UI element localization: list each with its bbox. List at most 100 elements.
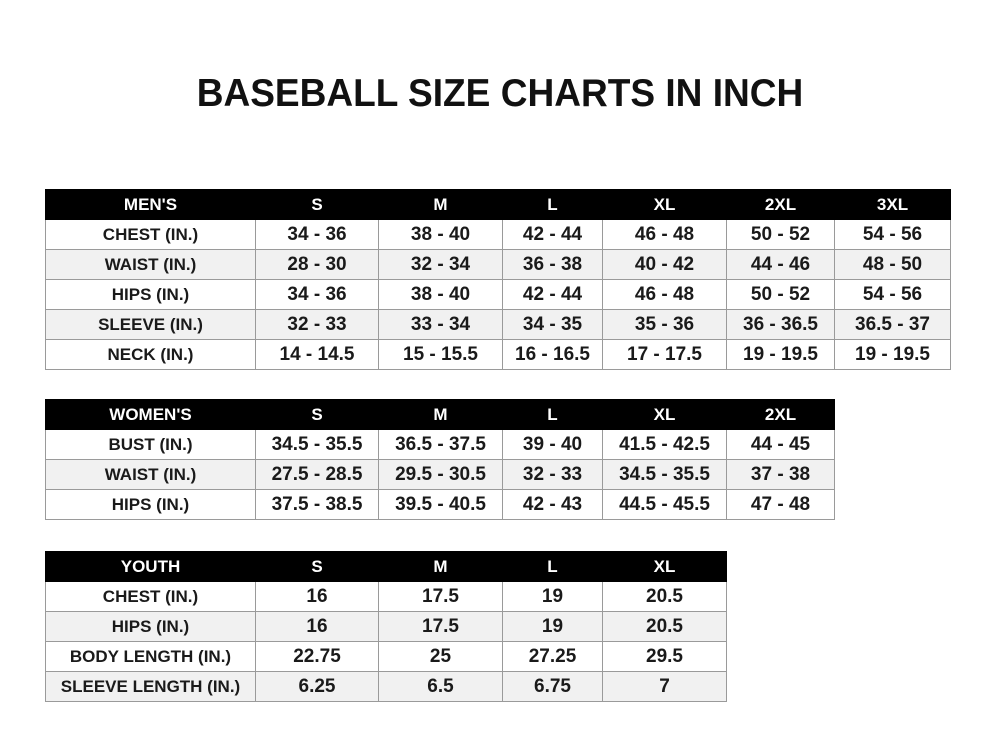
table-header-row: WOMEN'S S M L XL 2XL bbox=[45, 399, 835, 430]
measurement-label: HIPS (IN.) bbox=[45, 279, 256, 310]
measurement-value: 29.5 bbox=[602, 641, 727, 672]
size-column-header: 3XL bbox=[834, 189, 951, 220]
measurement-value: 6.25 bbox=[255, 671, 379, 702]
measurement-label: HIPS (IN.) bbox=[45, 611, 256, 642]
category-header: MEN'S bbox=[45, 189, 256, 220]
measurement-label: NECK (IN.) bbox=[45, 339, 256, 370]
size-column-header: M bbox=[378, 189, 503, 220]
table-row: NECK (IN.) 14 - 14.5 15 - 15.5 16 - 16.5 17 … bbox=[45, 339, 951, 370]
measurement-value: 33 - 34 bbox=[378, 309, 503, 340]
measurement-value: 50 - 52 bbox=[726, 219, 835, 250]
measurement-value: 48 - 50 bbox=[834, 249, 951, 280]
measurement-label: BUST (IN.) bbox=[45, 429, 256, 460]
size-column-header: 2XL bbox=[726, 189, 835, 220]
table-row: SLEEVE (IN.) 32 - 33 33 - 34 34 - 35 35 - 36… bbox=[45, 309, 951, 340]
page-title: BASEBALL SIZE CHARTS IN INCH bbox=[196, 72, 804, 115]
measurement-value: 47 - 48 bbox=[726, 489, 835, 520]
measurement-value: 34.5 - 35.5 bbox=[602, 459, 727, 490]
measurement-value: 39 - 40 bbox=[502, 429, 603, 460]
measurement-value: 16 bbox=[255, 611, 379, 642]
measurement-value: 38 - 40 bbox=[378, 279, 503, 310]
table-row: CHEST (IN.) 16 17.5 19 20.5 bbox=[45, 581, 727, 612]
measurement-value: 20.5 bbox=[602, 611, 727, 642]
measurement-value: 14 - 14.5 bbox=[255, 339, 379, 370]
table-row: HIPS (IN.) 34 - 36 38 - 40 42 - 44 46 - 48 50… bbox=[45, 279, 951, 310]
measurement-value: 37 - 38 bbox=[726, 459, 835, 490]
measurement-value: 54 - 56 bbox=[834, 279, 951, 310]
measurement-value: 19 - 19.5 bbox=[726, 339, 835, 370]
measurement-value: 27.25 bbox=[502, 641, 603, 672]
measurement-value: 32 - 34 bbox=[378, 249, 503, 280]
measurement-value: 17 - 17.5 bbox=[602, 339, 727, 370]
measurement-value: 38 - 40 bbox=[378, 219, 503, 250]
measurement-value: 42 - 43 bbox=[502, 489, 603, 520]
table-row: BODY LENGTH (IN.) 22.75 25 27.25 29.5 bbox=[45, 641, 727, 672]
table-row: WAIST (IN.) 27.5 - 28.5 29.5 - 30.5 32 - 33… bbox=[45, 459, 835, 490]
measurement-value: 6.5 bbox=[378, 671, 503, 702]
measurement-value: 19 bbox=[502, 611, 603, 642]
measurement-value: 22.75 bbox=[255, 641, 379, 672]
mens-size-table: MEN'S S M L XL 2XL 3XL CHEST (IN.) 34 - 36 38 - 4… bbox=[45, 189, 951, 370]
measurement-value: 46 - 48 bbox=[602, 279, 727, 310]
measurement-value: 50 - 52 bbox=[726, 279, 835, 310]
measurement-value: 44 - 46 bbox=[726, 249, 835, 280]
table-header-row: YOUTH S M L XL bbox=[45, 551, 727, 582]
measurement-value: 34 - 36 bbox=[255, 219, 379, 250]
measurement-value: 28 - 30 bbox=[255, 249, 379, 280]
measurement-value: 17.5 bbox=[378, 611, 503, 642]
measurement-label: CHEST (IN.) bbox=[45, 581, 256, 612]
measurement-value: 6.75 bbox=[502, 671, 603, 702]
size-column-header: M bbox=[378, 551, 503, 582]
measurement-value: 37.5 - 38.5 bbox=[255, 489, 379, 520]
measurement-value: 36 - 38 bbox=[502, 249, 603, 280]
measurement-value: 36.5 - 37.5 bbox=[378, 429, 503, 460]
measurement-value: 36 - 36.5 bbox=[726, 309, 835, 340]
measurement-value: 40 - 42 bbox=[602, 249, 727, 280]
measurement-value: 7 bbox=[602, 671, 727, 702]
measurement-value: 27.5 - 28.5 bbox=[255, 459, 379, 490]
size-column-header: L bbox=[502, 399, 603, 430]
size-column-header: L bbox=[502, 551, 603, 582]
table-row: HIPS (IN.) 16 17.5 19 20.5 bbox=[45, 611, 727, 642]
measurement-value: 20.5 bbox=[602, 581, 727, 612]
size-column-header: L bbox=[502, 189, 603, 220]
measurement-value: 42 - 44 bbox=[502, 219, 603, 250]
size-column-header: 2XL bbox=[726, 399, 835, 430]
measurement-label: SLEEVE (IN.) bbox=[45, 309, 256, 340]
measurement-label: WAIST (IN.) bbox=[45, 459, 256, 490]
measurement-value: 34.5 - 35.5 bbox=[255, 429, 379, 460]
measurement-value: 35 - 36 bbox=[602, 309, 727, 340]
measurement-value: 15 - 15.5 bbox=[378, 339, 503, 370]
measurement-value: 16 - 16.5 bbox=[502, 339, 603, 370]
table-row: SLEEVE LENGTH (IN.) 6.25 6.5 6.75 7 bbox=[45, 671, 727, 702]
measurement-value: 36.5 - 37 bbox=[834, 309, 951, 340]
measurement-value: 42 - 44 bbox=[502, 279, 603, 310]
measurement-value: 25 bbox=[378, 641, 503, 672]
measurement-value: 54 - 56 bbox=[834, 219, 951, 250]
measurement-label: SLEEVE LENGTH (IN.) bbox=[45, 671, 256, 702]
measurement-label: CHEST (IN.) bbox=[45, 219, 256, 250]
size-column-header: S bbox=[255, 551, 379, 582]
table-row: HIPS (IN.) 37.5 - 38.5 39.5 - 40.5 42 - 43 4… bbox=[45, 489, 835, 520]
measurement-value: 34 - 35 bbox=[502, 309, 603, 340]
measurement-value: 44 - 45 bbox=[726, 429, 835, 460]
category-header: WOMEN'S bbox=[45, 399, 256, 430]
measurement-value: 32 - 33 bbox=[255, 309, 379, 340]
measurement-value: 19 - 19.5 bbox=[834, 339, 951, 370]
measurement-value: 17.5 bbox=[378, 581, 503, 612]
table-row: CHEST (IN.) 34 - 36 38 - 40 42 - 44 46 - 48 5… bbox=[45, 219, 951, 250]
measurement-value: 39.5 - 40.5 bbox=[378, 489, 503, 520]
measurement-value: 29.5 - 30.5 bbox=[378, 459, 503, 490]
size-column-header: M bbox=[378, 399, 503, 430]
measurement-label: WAIST (IN.) bbox=[45, 249, 256, 280]
measurement-value: 41.5 - 42.5 bbox=[602, 429, 727, 460]
category-header: YOUTH bbox=[45, 551, 256, 582]
measurement-label: BODY LENGTH (IN.) bbox=[45, 641, 256, 672]
measurement-value: 32 - 33 bbox=[502, 459, 603, 490]
measurement-label: HIPS (IN.) bbox=[45, 489, 256, 520]
size-column-header: XL bbox=[602, 551, 727, 582]
measurement-value: 34 - 36 bbox=[255, 279, 379, 310]
womens-size-table: WOMEN'S S M L XL 2XL BUST (IN.) 34.5 - 35.5 36.5… bbox=[45, 399, 835, 520]
size-column-header: XL bbox=[602, 399, 727, 430]
size-column-header: S bbox=[255, 399, 379, 430]
